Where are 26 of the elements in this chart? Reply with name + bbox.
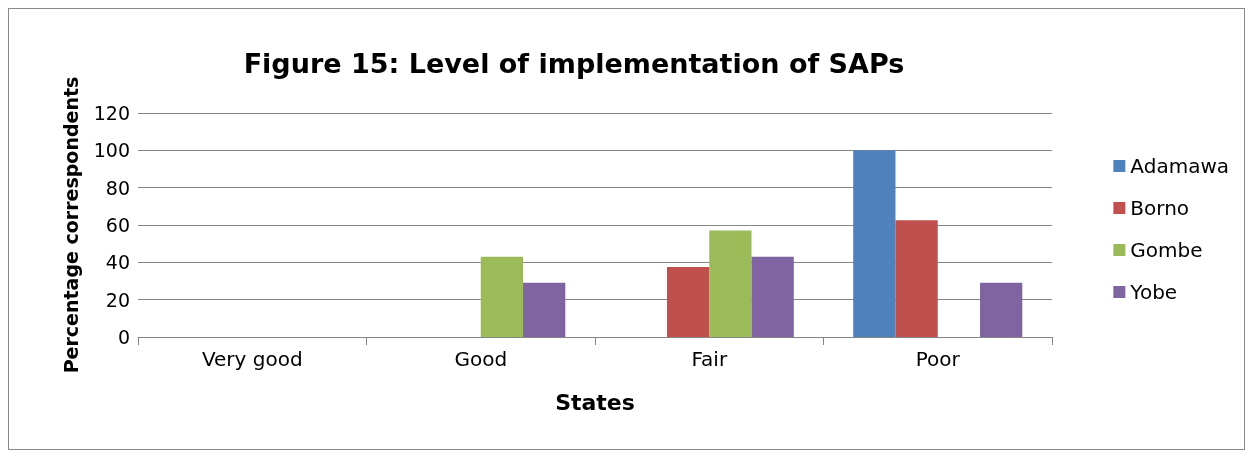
y-tick-label: 120 — [93, 102, 130, 124]
bar — [980, 282, 1023, 337]
bar — [480, 256, 524, 337]
x-tick-label: Poor — [915, 347, 961, 371]
y-axis-title: Percentage correspondents — [59, 76, 82, 374]
y-tick-label: 40 — [105, 251, 130, 274]
bar — [709, 230, 752, 337]
x-tick-label: Good — [454, 347, 508, 371]
y-tick-label: 60 — [105, 214, 130, 236]
legend-label: Gombe — [1130, 238, 1203, 262]
y-tick-label: 80 — [105, 176, 130, 199]
y-tick-label: 100 — [93, 139, 130, 162]
x-tick-label: Fair — [691, 347, 728, 371]
y-tick-label: 20 — [105, 288, 130, 311]
x-tick-label: Very good — [201, 347, 303, 371]
y-tick-label: 0 — [117, 326, 130, 348]
bar — [895, 220, 938, 337]
x-axis-title: States — [555, 389, 635, 415]
chart-title: Figure 15: Level of implementation of SAPs — [243, 48, 905, 79]
legend-label: Yobe — [1129, 280, 1178, 304]
legend-label: Adamawa — [1130, 154, 1230, 178]
bar — [666, 267, 710, 337]
bar — [853, 150, 896, 337]
legend-label: Borno — [1130, 196, 1190, 220]
bar — [751, 256, 794, 337]
bar — [523, 282, 566, 337]
